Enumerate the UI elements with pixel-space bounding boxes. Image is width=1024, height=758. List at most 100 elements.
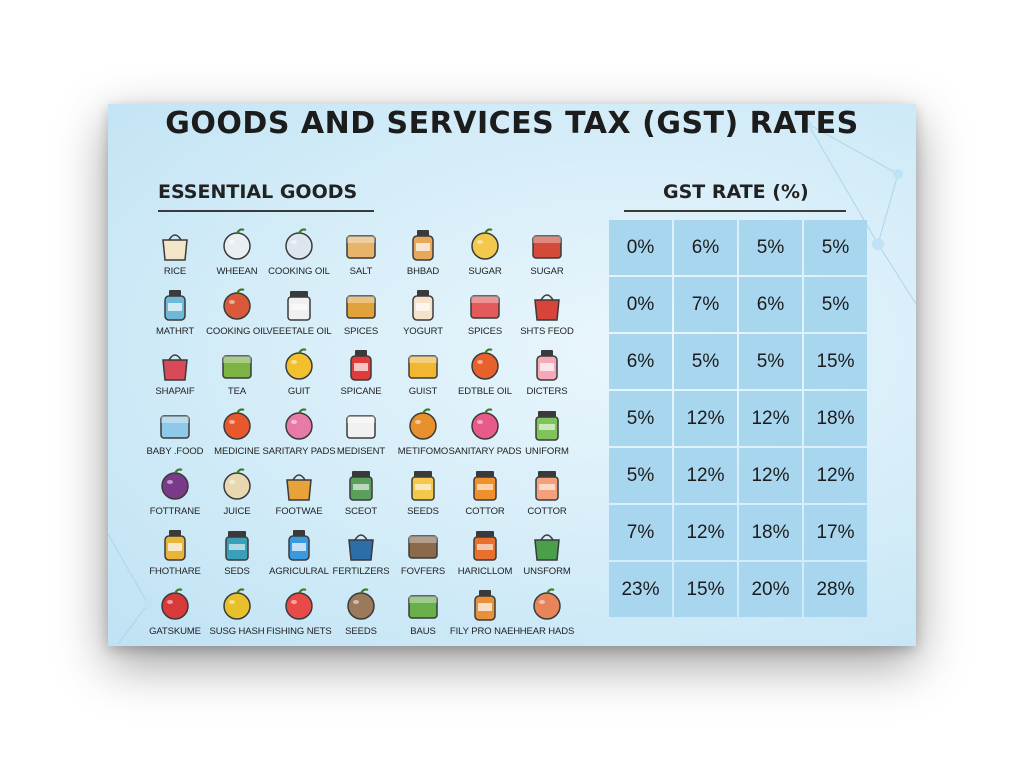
lotion-bottle-icon bbox=[285, 408, 313, 440]
good-item: BAUS bbox=[392, 584, 454, 644]
good-item: DICTERS bbox=[516, 344, 578, 404]
rate-cell: 17% bbox=[804, 505, 867, 560]
good-item: FERTILZERS bbox=[330, 524, 392, 584]
good-item: COOKING OIL bbox=[206, 284, 268, 344]
good-item: COOKING OIL bbox=[268, 224, 330, 284]
good-item: JUICE bbox=[206, 464, 268, 524]
rate-cell: 12% bbox=[739, 391, 802, 446]
box-icon bbox=[534, 534, 560, 561]
good-item: FHOTHARE bbox=[144, 524, 206, 584]
fruits-icon bbox=[223, 408, 251, 440]
rate-cell: 12% bbox=[674, 448, 737, 503]
good-item: MEDICINE bbox=[206, 404, 268, 464]
bicycle-icon bbox=[161, 588, 189, 620]
good-label: JUICE bbox=[223, 506, 251, 517]
apple-icon bbox=[285, 348, 313, 380]
good-label: GATSKUME bbox=[149, 626, 201, 637]
good-label: METIFOMO bbox=[397, 446, 449, 457]
tea-leaves-icon bbox=[222, 355, 252, 379]
good-item: SCEOT bbox=[330, 464, 392, 524]
rate-cell: 18% bbox=[739, 505, 802, 560]
rate-cell: 0% bbox=[609, 220, 672, 275]
map-icon bbox=[535, 471, 559, 501]
spice-bottle-icon bbox=[470, 295, 500, 319]
good-label: FOVFERS bbox=[400, 566, 446, 577]
candle-icon bbox=[223, 468, 251, 500]
boot-icon bbox=[532, 235, 562, 259]
good-label: BABY .FOOD bbox=[146, 446, 204, 457]
rate-cell: 5% bbox=[609, 448, 672, 503]
good-label: DICTERS bbox=[526, 386, 568, 397]
good-item: METIFOMO bbox=[392, 404, 454, 464]
goods-grid: RICE WHEEAN COOKING OIL SALT BHBAD SUGAR SUGAR… bbox=[144, 224, 582, 644]
good-label: COOKING OIL bbox=[206, 326, 268, 337]
good-label: SEDS bbox=[224, 566, 250, 577]
school-bag-icon bbox=[223, 588, 251, 620]
jar-icon bbox=[534, 294, 560, 321]
toothpaste-icon bbox=[346, 415, 376, 439]
good-label: TEA bbox=[227, 386, 247, 397]
good-label: BHBAD bbox=[406, 266, 440, 277]
umbrella-small-icon bbox=[164, 530, 186, 561]
good-label: YOGURT bbox=[403, 326, 443, 337]
rate-cell: 15% bbox=[804, 334, 867, 389]
infographic-title: GOODS AND SERVICES TAX (GST) RATES bbox=[165, 106, 859, 141]
good-item: FOTTRANE bbox=[144, 464, 206, 524]
notebook-icon bbox=[225, 531, 249, 561]
good-item: UNIFORM bbox=[516, 404, 578, 464]
good-label: COTTOR bbox=[465, 506, 505, 517]
rate-cell: 5% bbox=[609, 391, 672, 446]
bag-green-icon bbox=[408, 595, 438, 619]
pills-icon bbox=[408, 535, 438, 559]
oil-bottle-icon bbox=[223, 288, 251, 320]
gst-rate-heading: GST RATE (%) bbox=[663, 181, 809, 203]
spice-jar-icon bbox=[346, 295, 376, 319]
rate-cell: 5% bbox=[739, 220, 802, 275]
good-label: SARITARY PADS bbox=[262, 446, 336, 457]
good-label: FERTILZERS bbox=[332, 566, 390, 577]
fruit-spray-icon bbox=[471, 408, 499, 440]
bread-loaf-icon bbox=[412, 230, 434, 261]
flower-icon bbox=[349, 471, 373, 501]
good-label: SANITARY PADS bbox=[448, 446, 522, 457]
good-label: FILY PRO NAEH bbox=[449, 626, 521, 637]
good-label: SCEOT bbox=[344, 506, 378, 517]
seeds-icon bbox=[348, 534, 374, 561]
good-label: FISHING NETS bbox=[266, 626, 332, 637]
good-item: MEDISENT bbox=[330, 404, 392, 464]
good-item: GATSKUME bbox=[144, 584, 206, 644]
good-item: SALT bbox=[330, 224, 392, 284]
good-item: RICE bbox=[144, 224, 206, 284]
good-item: BHBAD bbox=[392, 224, 454, 284]
good-label: MEDICINE bbox=[214, 446, 260, 457]
good-item: FOOTWAE bbox=[268, 464, 330, 524]
good-label: HEAR HADS bbox=[519, 626, 575, 637]
rate-cell: 6% bbox=[609, 334, 672, 389]
good-item: GUIST bbox=[392, 344, 454, 404]
medicine-bottle-icon bbox=[409, 408, 437, 440]
good-label: SPICES bbox=[467, 326, 503, 337]
rate-cell: 7% bbox=[609, 505, 672, 560]
good-item: SPICES bbox=[454, 284, 516, 344]
good-label: SHAPAIF bbox=[155, 386, 195, 397]
diaper-icon bbox=[536, 350, 558, 381]
good-label: UNIFORM bbox=[525, 446, 569, 457]
heading-underline bbox=[624, 210, 846, 212]
butter-icon bbox=[471, 228, 499, 260]
good-item: BABY .FOOD bbox=[144, 404, 206, 464]
rate-cell: 12% bbox=[804, 448, 867, 503]
good-item: COTTOR bbox=[454, 464, 516, 524]
good-label: SEEDS bbox=[345, 626, 377, 637]
rate-cell: 5% bbox=[804, 220, 867, 275]
good-label: MEDISENT bbox=[336, 446, 386, 457]
milk-carton-icon bbox=[287, 291, 311, 321]
shovel-icon bbox=[347, 588, 375, 620]
good-item: COTTOR bbox=[516, 464, 578, 524]
rate-cell: 6% bbox=[674, 220, 737, 275]
milk-bottle-icon bbox=[223, 228, 251, 260]
good-label: COOKING OIL bbox=[268, 266, 330, 277]
good-label: AGRICULRAL bbox=[269, 566, 329, 577]
good-label: SUSG HASH bbox=[209, 626, 265, 637]
good-label: EDTBLE OIL bbox=[458, 386, 512, 397]
rate-cell: 5% bbox=[804, 277, 867, 332]
